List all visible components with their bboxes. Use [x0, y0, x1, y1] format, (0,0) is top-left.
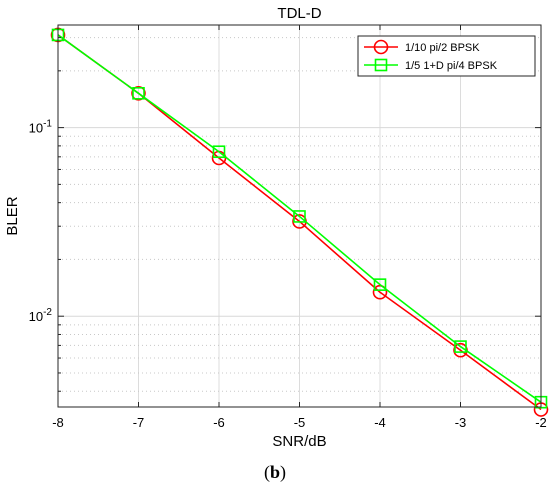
- data-point-circle: [373, 39, 389, 55]
- x-axis-label: SNR/dB: [272, 433, 326, 450]
- legend-label: 1/10 pi/2 BPSK: [405, 42, 480, 54]
- chart: -8 -7 -6 -5 -4 -3 -2 10-1 10-2 TDL-D SNR/dB BLER…: [4, 5, 549, 450]
- data-point-square: [374, 58, 388, 72]
- x-tick-label: -4: [374, 415, 386, 430]
- x-tick-label: -7: [133, 415, 145, 430]
- data-point-square: [373, 278, 387, 291]
- data-point-circle: [372, 284, 388, 300]
- x-tick-label: -6: [213, 415, 225, 430]
- x-tick-label: -8: [52, 415, 64, 430]
- legend-item: 1/10 pi/2 BPSK: [364, 39, 480, 55]
- legend-label: 1/5 1+D pi/4 BPSK: [405, 60, 498, 72]
- ticks: -8 -7 -6 -5 -4 -3 -2 10-1 10-2: [29, 25, 547, 430]
- legend-item: 1/5 1+D pi/4 BPSK: [364, 58, 498, 72]
- y-tick-label: 10-1: [29, 119, 53, 136]
- chart-title: TDL-D: [277, 5, 321, 22]
- y-tick-label: 10-2: [29, 307, 53, 324]
- legend: 1/10 pi/2 BPSK 1/5 1+D pi/4 BPSK: [357, 35, 536, 77]
- y-axis-label: BLER: [4, 196, 21, 235]
- data-point-square: [212, 145, 226, 159]
- grid: [57, 25, 542, 407]
- figure-caption: (b): [263, 462, 286, 482]
- legend-box: [357, 35, 536, 77]
- data-point-circle: [131, 86, 146, 101]
- data-point-square: [132, 87, 145, 100]
- series-line: [57, 34, 542, 403]
- caption-label: b: [269, 462, 280, 482]
- x-tick-label: -5: [294, 415, 306, 430]
- series-2: [51, 28, 548, 409]
- series-layer: [50, 27, 549, 417]
- data-point-square: [454, 340, 467, 353]
- data-point-square: [293, 210, 306, 223]
- x-tick-label: -3: [455, 415, 467, 430]
- x-tick-label: -2: [535, 415, 547, 430]
